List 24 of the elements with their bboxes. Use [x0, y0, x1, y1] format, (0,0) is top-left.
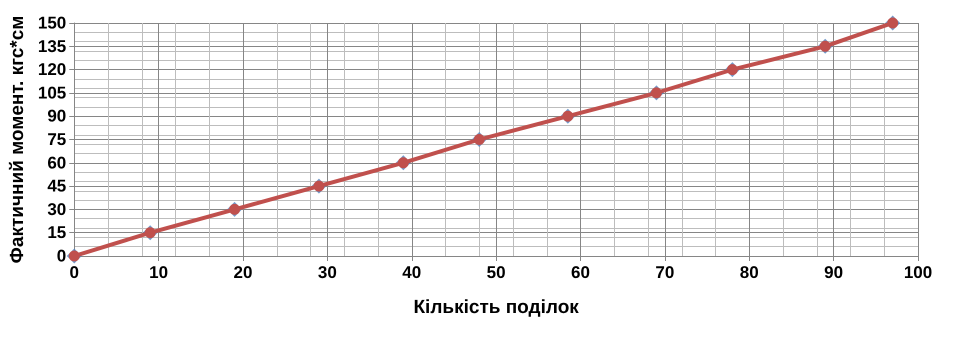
x-tick-label: 10	[149, 263, 168, 282]
x-tick-label: 30	[318, 263, 337, 282]
x-tick-label: 50	[486, 263, 506, 282]
x-tick-label: 80	[740, 263, 759, 282]
y-tick-label: 135	[38, 36, 66, 56]
y-tick-label: 15	[47, 223, 66, 242]
y-tick-label: 120	[38, 60, 66, 80]
y-tick-label: 75	[47, 130, 66, 149]
x-tick-label: 90	[824, 263, 844, 282]
y-tick-label: 90	[47, 106, 66, 126]
x-tick-label: 70	[655, 263, 674, 282]
x-axis-title: Кількість поділок	[413, 297, 580, 318]
y-tick-label: 60	[47, 153, 66, 172]
y-tick-label: 0	[56, 246, 66, 266]
y-axis-title: Фактичний момент. кгс*см	[7, 16, 28, 264]
x-tick-label: 20	[234, 263, 252, 282]
y-tick-label: 45	[47, 176, 66, 196]
x-tick-label: 40	[402, 263, 422, 282]
y-tick-label: 30	[47, 200, 66, 219]
x-tick-label: 100	[904, 263, 932, 282]
y-tick-label: 150	[38, 14, 66, 32]
x-tick-label: 60	[571, 263, 590, 282]
y-tick-label: 105	[38, 83, 66, 102]
x-tick-label: 0	[70, 263, 79, 282]
